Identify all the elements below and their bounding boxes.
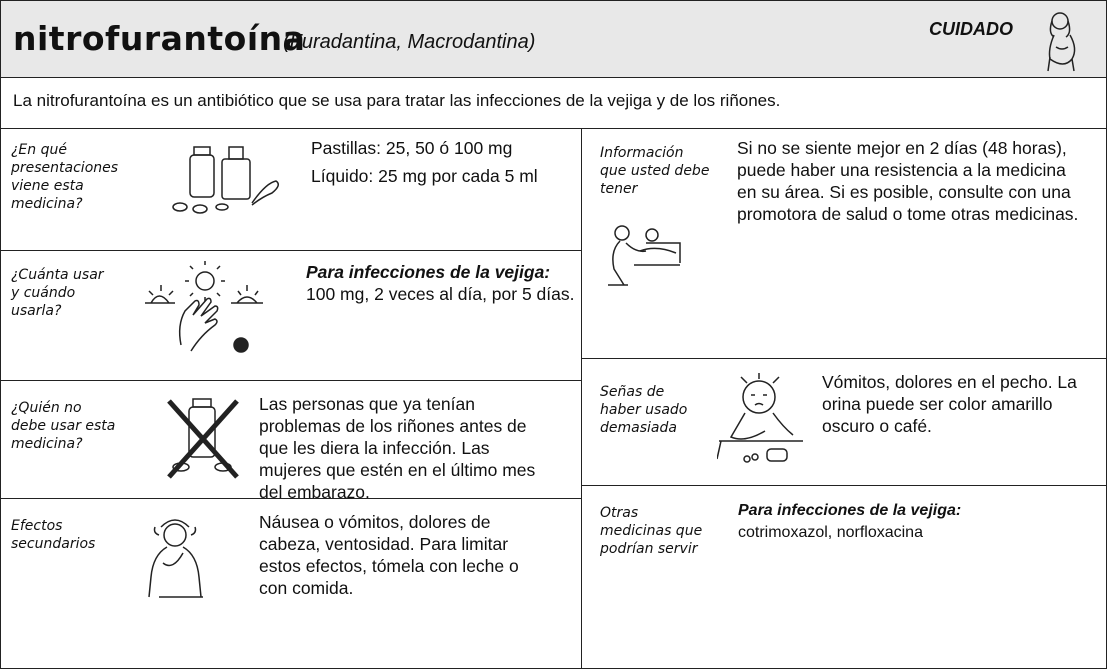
- section-content: Las personas que ya tenían problemas de …: [259, 393, 554, 509]
- section: Otras medicinas que podrían servir Para …: [581, 486, 1106, 668]
- section-content: Náusea o vómitos, dolores de cabeza, ven…: [259, 511, 549, 605]
- medicine-icon: [172, 146, 279, 214]
- paragraph: Náusea o vómitos, dolores de cabeza, ven…: [259, 512, 519, 598]
- overdose-icon: [717, 373, 803, 463]
- section-content: Pastillas: 25, 50 ó 100 mg Líquido: 25 m…: [311, 137, 556, 193]
- section-label: ¿Cuánta usar y cuándo usarla?: [11, 267, 104, 319]
- dosage-icon: [145, 261, 263, 353]
- section-content: Para infecciones de la vejiga: cotrimoxa…: [738, 500, 1088, 550]
- section: Señas de haber usado demasiada Vómitos, …: [581, 359, 1106, 486]
- section: ¿En qué presentaciones viene esta medici…: [1, 129, 581, 251]
- warning: CUIDADO: [929, 19, 1013, 39]
- section-label: Efectos secundarios: [11, 518, 96, 552]
- pregnant-icon: [1047, 12, 1076, 72]
- header: nitrofurantoína (Furadantina, Macrodanti…: [1, 1, 1106, 78]
- section-heading: Para infecciones de la vejiga:: [306, 262, 551, 282]
- side-effects-icon: [148, 519, 203, 598]
- section: ¿Cuánta usar y cuándo usarla? Para infec…: [1, 251, 581, 381]
- section-content: Para infecciones de la vejiga: 100 mg, 2…: [306, 261, 576, 311]
- paragraph: Líquido: 25 mg por cada 5 ml: [311, 166, 538, 186]
- section-content: Si no se siente mejor en 2 días (48 hora…: [737, 137, 1087, 231]
- consult-icon: [608, 225, 681, 286]
- section-content: Vómitos, dolores en el pecho. La orina p…: [822, 371, 1092, 443]
- section: Información que usted debe tener Si no s…: [581, 129, 1106, 359]
- paragraph: Si no se siente mejor en 2 días (48 hora…: [737, 138, 1079, 224]
- section: Efectos secundarios Náusea o vómitos, do…: [1, 499, 581, 668]
- brand-names: (Furadantina, Macrodantina): [283, 31, 536, 53]
- section-heading: Para infecciones de la vejiga:: [738, 502, 962, 519]
- no-use-icon: [167, 398, 239, 479]
- section-label: Información que usted debe tener: [600, 145, 710, 197]
- paragraph: cotrimoxazol, norfloxacina: [738, 524, 923, 541]
- section-label: ¿En qué presentaciones viene esta medici…: [11, 142, 119, 212]
- section-label: ¿Quién no debe usar esta medicina?: [11, 400, 116, 452]
- paragraph: 100 mg, 2 veces al día, por 5 días.: [306, 284, 575, 304]
- paragraph: Las personas que ya tenían problemas de …: [259, 394, 536, 502]
- section-label: Señas de haber usado demasiada: [600, 384, 688, 436]
- drug-title: nitrofurantoína: [13, 19, 306, 58]
- section: ¿Quién no debe usar esta medicina? Las p…: [1, 381, 581, 502]
- section-label: Otras medicinas que podrían servir: [600, 505, 703, 557]
- paragraph: Vómitos, dolores en el pecho. La orina p…: [822, 372, 1077, 436]
- intro: La nitrofurantoína es un antibiótico que…: [1, 78, 1106, 129]
- paragraph: Pastillas: 25, 50 ó 100 mg: [311, 138, 513, 158]
